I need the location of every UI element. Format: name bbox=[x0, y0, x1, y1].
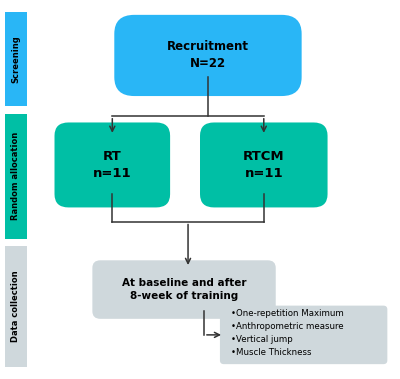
FancyBboxPatch shape bbox=[5, 114, 27, 239]
FancyBboxPatch shape bbox=[92, 260, 276, 319]
Text: Recruitment
N=22: Recruitment N=22 bbox=[167, 41, 249, 70]
FancyBboxPatch shape bbox=[220, 305, 387, 364]
Text: Screening: Screening bbox=[11, 35, 20, 83]
FancyBboxPatch shape bbox=[5, 246, 27, 367]
Text: •One-repetition Maximum
•Anthropometric measure
•Vertical jump
•Muscle Thickness: •One-repetition Maximum •Anthropometric … bbox=[231, 309, 344, 357]
Text: Random allocation: Random allocation bbox=[11, 132, 20, 221]
FancyBboxPatch shape bbox=[200, 122, 328, 207]
FancyBboxPatch shape bbox=[54, 122, 170, 207]
Text: RT
n=11: RT n=11 bbox=[93, 150, 132, 180]
FancyBboxPatch shape bbox=[114, 15, 302, 96]
Text: Data collection: Data collection bbox=[11, 271, 20, 342]
Text: RTCM
n=11: RTCM n=11 bbox=[243, 150, 284, 180]
FancyBboxPatch shape bbox=[5, 12, 27, 106]
Text: At baseline and after
8-week of training: At baseline and after 8-week of training bbox=[122, 278, 246, 301]
